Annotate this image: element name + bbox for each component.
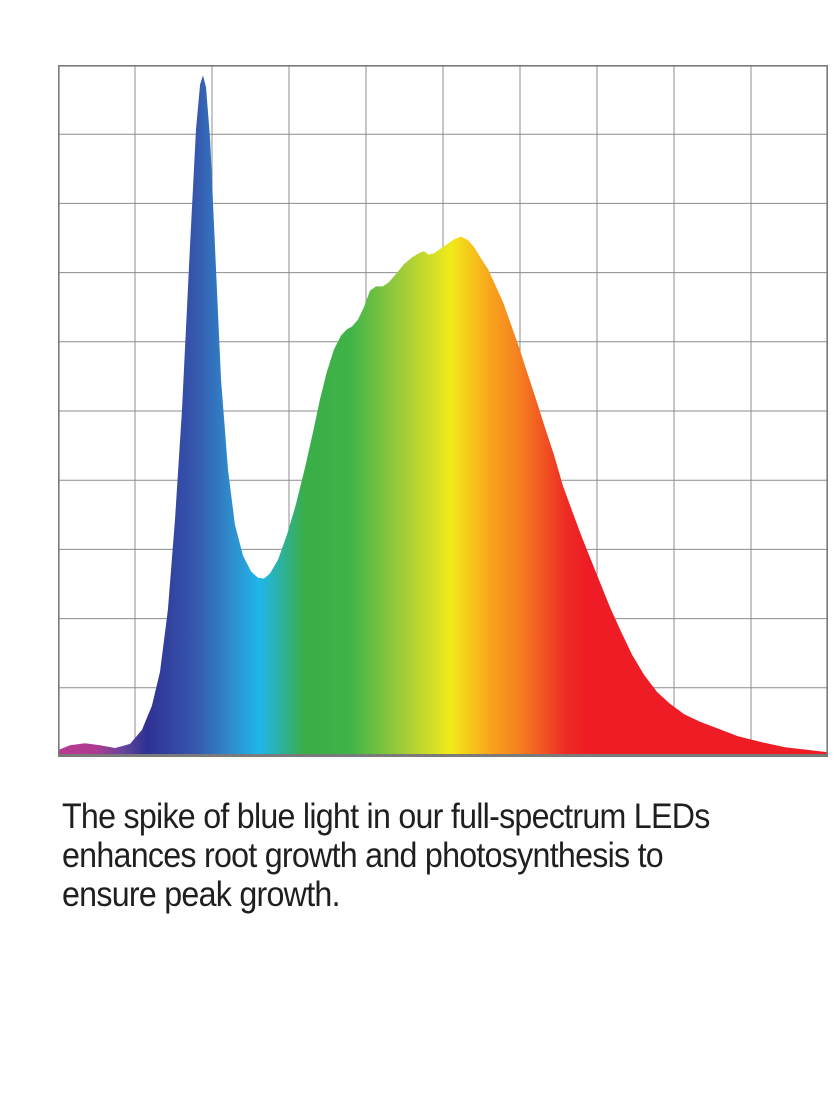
spectrum-chart xyxy=(58,65,828,757)
caption-line-2: enhances root growth and photosynthesis … xyxy=(62,836,664,875)
caption-line-3: ensure peak growth. xyxy=(62,875,341,914)
spectrum-chart-canvas xyxy=(58,65,828,757)
caption: The spike of blue light in our full-spec… xyxy=(62,797,802,914)
caption-line-1: The spike of blue light in our full-spec… xyxy=(62,797,710,836)
